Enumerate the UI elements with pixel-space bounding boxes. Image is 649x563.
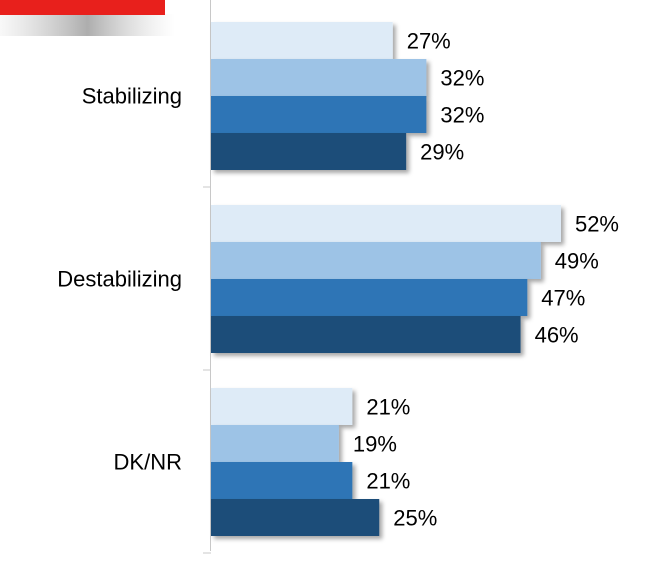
value-label: 27% xyxy=(407,28,451,53)
value-label: 32% xyxy=(440,102,484,127)
bar xyxy=(211,388,353,425)
bar xyxy=(211,242,541,279)
bar xyxy=(211,425,339,462)
bar xyxy=(211,279,528,316)
value-label: 29% xyxy=(420,139,464,164)
category-label: Destabilizing xyxy=(57,266,182,291)
bar xyxy=(211,22,393,59)
value-label: 19% xyxy=(353,431,397,456)
category-label: Stabilizing xyxy=(82,83,182,108)
bar xyxy=(211,316,521,353)
bar xyxy=(211,205,561,242)
bar xyxy=(211,499,380,536)
decoration-shadow xyxy=(0,14,175,36)
value-label: 46% xyxy=(535,322,579,347)
value-label: 25% xyxy=(393,505,437,530)
bar xyxy=(211,59,427,96)
value-label: 49% xyxy=(555,248,599,273)
value-label: 52% xyxy=(575,211,619,236)
bar xyxy=(211,462,353,499)
value-label: 47% xyxy=(541,285,585,310)
bar xyxy=(211,96,427,133)
value-label: 21% xyxy=(366,468,410,493)
bar xyxy=(211,133,407,170)
decoration-bar xyxy=(0,0,165,15)
category-label: DK/NR xyxy=(114,449,182,474)
value-label: 21% xyxy=(366,394,410,419)
value-label: 32% xyxy=(440,65,484,90)
